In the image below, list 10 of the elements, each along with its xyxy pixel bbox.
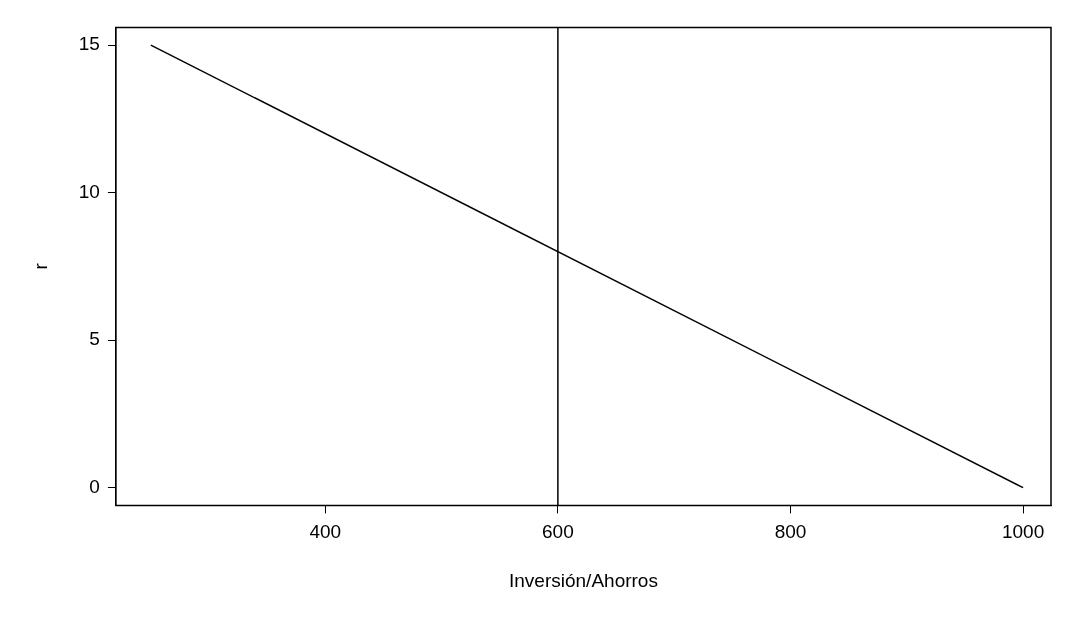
x-axis-title: Inversión/Ahorros [509,569,658,591]
y-tick-label: 15 [78,33,100,55]
x-tick-label: 1000 [1001,521,1045,543]
y-tick-label: 0 [89,475,100,497]
x-tick-label: 600 [542,521,574,543]
y-tick-label: 10 [78,180,100,202]
x-tick-label: 400 [309,521,342,543]
x-tick-label: 800 [774,521,807,543]
y-tick-label: 5 [89,328,100,350]
y-axis-title: r [29,262,51,270]
